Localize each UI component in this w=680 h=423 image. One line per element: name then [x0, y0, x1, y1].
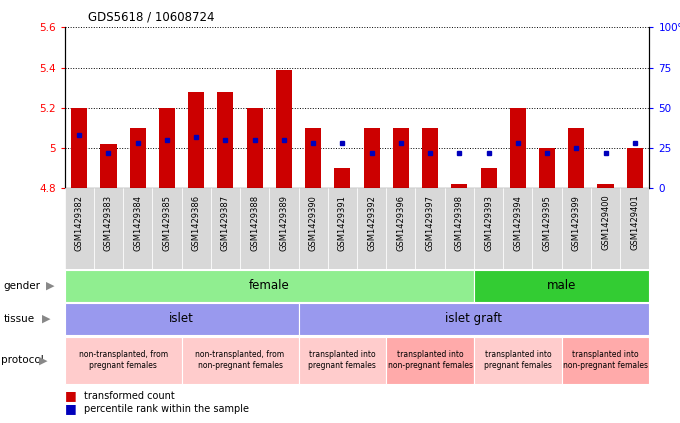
Bar	[269, 188, 299, 269]
Bar	[65, 188, 94, 269]
Text: GSM1429392: GSM1429392	[367, 195, 376, 250]
Text: GSM1429386: GSM1429386	[192, 195, 201, 251]
Text: percentile rank within the sample: percentile rank within the sample	[84, 404, 249, 414]
Bar	[620, 188, 649, 269]
Bar	[474, 270, 649, 302]
Bar	[598, 184, 613, 188]
Text: GSM1429395: GSM1429395	[543, 195, 551, 250]
Bar	[568, 128, 584, 188]
Bar	[94, 188, 123, 269]
Bar	[247, 108, 262, 188]
Text: ▶: ▶	[46, 281, 54, 291]
Text: GSM1429390: GSM1429390	[309, 195, 318, 250]
Bar	[445, 188, 474, 269]
Bar	[65, 303, 299, 335]
Text: tissue: tissue	[3, 314, 35, 324]
Text: GSM1429397: GSM1429397	[426, 195, 435, 251]
Text: gender: gender	[3, 281, 40, 291]
Text: ■: ■	[65, 390, 80, 402]
Bar	[159, 108, 175, 188]
Text: transplanted into
pregnant females: transplanted into pregnant females	[309, 351, 376, 370]
Text: GSM1429400: GSM1429400	[601, 195, 610, 250]
Bar	[101, 144, 116, 188]
Bar	[65, 270, 474, 302]
Text: islet: islet	[169, 312, 194, 325]
Bar	[71, 108, 87, 188]
Text: GSM1429385: GSM1429385	[163, 195, 171, 251]
Text: GSM1429391: GSM1429391	[338, 195, 347, 250]
Text: male: male	[547, 279, 577, 292]
Text: transplanted into
non-pregnant females: transplanted into non-pregnant females	[388, 351, 473, 370]
Text: ▶: ▶	[42, 314, 50, 324]
Bar	[422, 128, 438, 188]
Bar	[357, 188, 386, 269]
Text: islet graft: islet graft	[445, 312, 503, 325]
Text: GSM1429382: GSM1429382	[75, 195, 84, 251]
Bar	[182, 188, 211, 269]
Text: GSM1429398: GSM1429398	[455, 195, 464, 251]
Bar	[335, 168, 350, 188]
Bar	[152, 188, 182, 269]
Text: GSM1429393: GSM1429393	[484, 195, 493, 251]
Bar	[474, 337, 562, 384]
Bar	[393, 128, 409, 188]
Bar	[532, 188, 562, 269]
Text: GSM1429383: GSM1429383	[104, 195, 113, 251]
Bar	[539, 148, 555, 188]
Bar	[211, 188, 240, 269]
Bar	[305, 128, 321, 188]
Text: GSM1429384: GSM1429384	[133, 195, 142, 251]
Bar	[123, 188, 152, 269]
Bar	[627, 148, 643, 188]
Bar	[562, 337, 649, 384]
Text: protocol: protocol	[1, 355, 44, 365]
Bar	[182, 337, 299, 384]
Bar	[65, 337, 182, 384]
Text: GDS5618 / 10608724: GDS5618 / 10608724	[88, 11, 215, 24]
Bar	[510, 108, 526, 188]
Bar	[562, 188, 591, 269]
Bar	[299, 337, 386, 384]
Text: GSM1429401: GSM1429401	[630, 195, 639, 250]
Bar	[240, 188, 269, 269]
Bar	[299, 188, 328, 269]
Text: transformed count: transformed count	[84, 391, 174, 401]
Text: ■: ■	[65, 402, 80, 415]
Text: GSM1429388: GSM1429388	[250, 195, 259, 251]
Bar	[328, 188, 357, 269]
Text: non-transplanted, from
pregnant females: non-transplanted, from pregnant females	[78, 351, 168, 370]
Bar	[218, 92, 233, 188]
Text: GSM1429396: GSM1429396	[396, 195, 405, 251]
Text: GSM1429399: GSM1429399	[572, 195, 581, 250]
Bar	[481, 168, 496, 188]
Text: transplanted into
pregnant females: transplanted into pregnant females	[484, 351, 551, 370]
Text: GSM1429394: GSM1429394	[513, 195, 522, 250]
Bar	[415, 188, 445, 269]
Bar	[299, 303, 649, 335]
Bar	[452, 184, 467, 188]
Bar	[386, 188, 415, 269]
Bar	[130, 128, 146, 188]
Text: transplanted into
non-pregnant females: transplanted into non-pregnant females	[563, 351, 648, 370]
Text: ▶: ▶	[39, 355, 48, 365]
Bar	[591, 188, 620, 269]
Text: female: female	[249, 279, 290, 292]
Bar	[503, 188, 532, 269]
Text: non-transplanted, from
non-pregnant females: non-transplanted, from non-pregnant fema…	[195, 351, 285, 370]
Bar	[276, 70, 292, 188]
Text: GSM1429389: GSM1429389	[279, 195, 288, 251]
Bar	[364, 128, 379, 188]
Bar	[386, 337, 474, 384]
Bar	[188, 92, 204, 188]
Text: GSM1429387: GSM1429387	[221, 195, 230, 251]
Bar	[474, 188, 503, 269]
